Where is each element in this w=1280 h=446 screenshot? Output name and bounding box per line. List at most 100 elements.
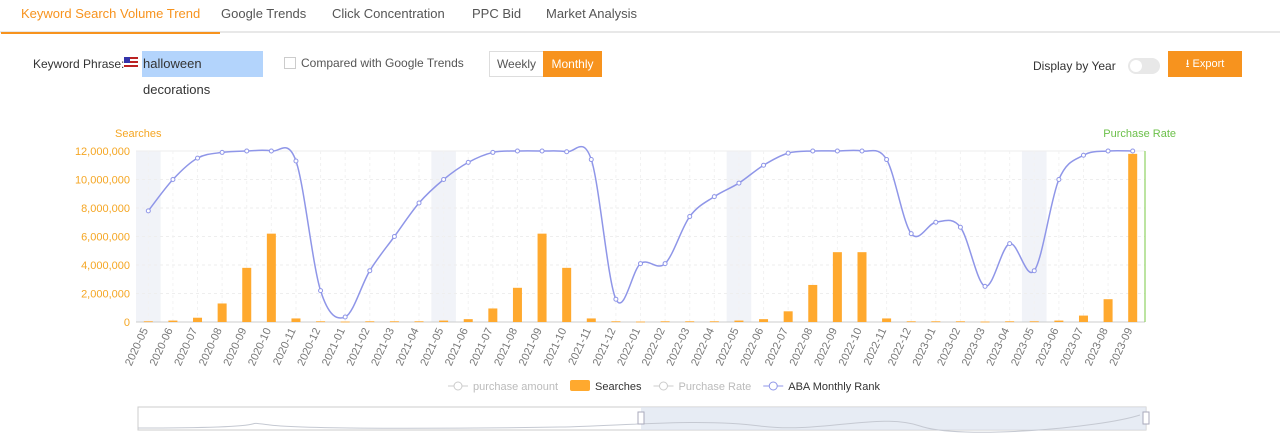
y-axis-label: Searches: [115, 128, 162, 140]
y-tick-label: 6,000,000: [81, 232, 130, 244]
bar: [562, 267, 572, 322]
y-tick-label: 8,000,000: [81, 203, 130, 215]
y2-axis-label: Purchase Rate: [1103, 128, 1176, 140]
bar: [217, 303, 227, 322]
legend-swatch: [453, 381, 463, 391]
bar: [955, 321, 965, 323]
legend-label[interactable]: Searches: [595, 381, 642, 393]
bar: [365, 321, 375, 323]
tab[interactable]: Google Trends: [221, 6, 307, 21]
x-tick-label: 2020-11: [271, 326, 299, 367]
bar: [857, 252, 867, 322]
bar: [832, 252, 842, 322]
y-tick-label: 2,000,000: [81, 289, 130, 301]
compare-label[interactable]: Compared with Google Trends: [301, 56, 464, 70]
x-tick-label: 2023-05: [1009, 326, 1037, 368]
tab[interactable]: Market Analysis: [546, 6, 638, 21]
tab[interactable]: PPC Bid: [472, 6, 522, 21]
x-tick-label: 2023-04: [984, 326, 1012, 368]
bar: [1054, 320, 1064, 322]
y-tick-label: 0: [124, 317, 130, 329]
phrase-input[interactable]: halloween decorations: [142, 51, 263, 97]
x-tick-label: 2023-09: [1107, 326, 1135, 368]
bar: [709, 321, 719, 323]
bar: [882, 318, 892, 322]
point: [884, 157, 890, 163]
point: [1130, 148, 1136, 154]
export-label[interactable]: Export: [1192, 58, 1225, 70]
x-tick-label: 2023-07: [1058, 326, 1086, 368]
x-tick-label: 2020-09: [222, 326, 250, 368]
point: [1105, 148, 1111, 154]
x-tick-label: 2021-01: [320, 326, 348, 368]
bar: [389, 321, 399, 323]
zoom-handle[interactable]: [1142, 411, 1150, 425]
x-tick-label: 2022-09: [812, 326, 840, 368]
point: [588, 157, 594, 163]
zoom-handle[interactable]: [637, 411, 645, 425]
point: [391, 234, 397, 239]
legend-swatch: [570, 380, 590, 391]
bar: [808, 284, 818, 322]
point: [539, 148, 545, 154]
x-tick-label: 2020-05: [123, 326, 151, 368]
monthly-button[interactable]: Monthly: [543, 51, 602, 77]
x-tick-label: 2020-07: [172, 326, 200, 368]
legend-label[interactable]: ABA Monthly Rank: [788, 381, 880, 393]
bar: [759, 319, 769, 322]
point: [465, 159, 471, 165]
period-band: [136, 151, 161, 322]
bar: [168, 320, 178, 322]
point: [859, 148, 865, 154]
point: [785, 150, 791, 156]
export-button[interactable]: ⭳ Export: [1168, 51, 1242, 77]
period-band: [1021, 151, 1047, 322]
y-tick-label: 10,000,000: [75, 175, 130, 187]
zoom-preview: [137, 414, 1141, 433]
tab[interactable]: Keyword Search Volume Trend: [0, 6, 221, 34]
bar: [488, 308, 498, 322]
bar: [685, 321, 695, 323]
x-tick-label: 2021-06: [443, 326, 471, 368]
point: [933, 219, 939, 225]
x-tick-label: 2022-08: [788, 326, 816, 368]
x-tick-label: 2021-07: [468, 326, 496, 368]
x-tick-label: 2023-03: [960, 326, 988, 368]
phrase-label: Keyword Phrase:: [33, 57, 125, 71]
point: [908, 231, 914, 237]
point: [342, 314, 348, 320]
point: [441, 177, 447, 182]
point: [318, 288, 324, 294]
zoom-window[interactable]: [641, 407, 1146, 430]
zoom-slider[interactable]: [137, 406, 1147, 431]
legend-label[interactable]: purchase amount: [473, 381, 558, 393]
x-tick-label: 2021-08: [492, 326, 520, 368]
legend-label[interactable]: Purchase Rate: [678, 381, 751, 393]
point: [145, 208, 151, 214]
x-tick-label: 2022-10: [837, 326, 865, 368]
point: [514, 148, 520, 154]
toggle[interactable]: [1128, 58, 1160, 74]
x-tick-label: 2021-04: [394, 326, 422, 368]
weekly-button[interactable]: Weekly: [489, 51, 544, 77]
tab[interactable]: Click Concentration: [332, 6, 445, 21]
checkbox[interactable]: [284, 57, 296, 69]
point: [367, 268, 373, 274]
point: [736, 180, 742, 186]
y-tick-label: 12,000,000: [75, 146, 130, 158]
bar: [1005, 321, 1015, 323]
point: [195, 155, 201, 161]
bar: [783, 311, 793, 322]
bar: [463, 319, 473, 322]
bar: [931, 321, 941, 323]
x-tick-label: 2023-02: [935, 326, 963, 368]
tab-bar: Keyword Search Volume Trend Google Trend…: [0, 0, 1280, 34]
line: [147, 145, 1133, 319]
x-tick-label: 2022-11: [862, 326, 890, 367]
point: [711, 194, 717, 200]
x-tick-label: 2022-04: [689, 326, 717, 368]
x-tick-label: 2022-12: [886, 326, 914, 368]
bar: [340, 321, 350, 323]
bar: [414, 321, 424, 323]
